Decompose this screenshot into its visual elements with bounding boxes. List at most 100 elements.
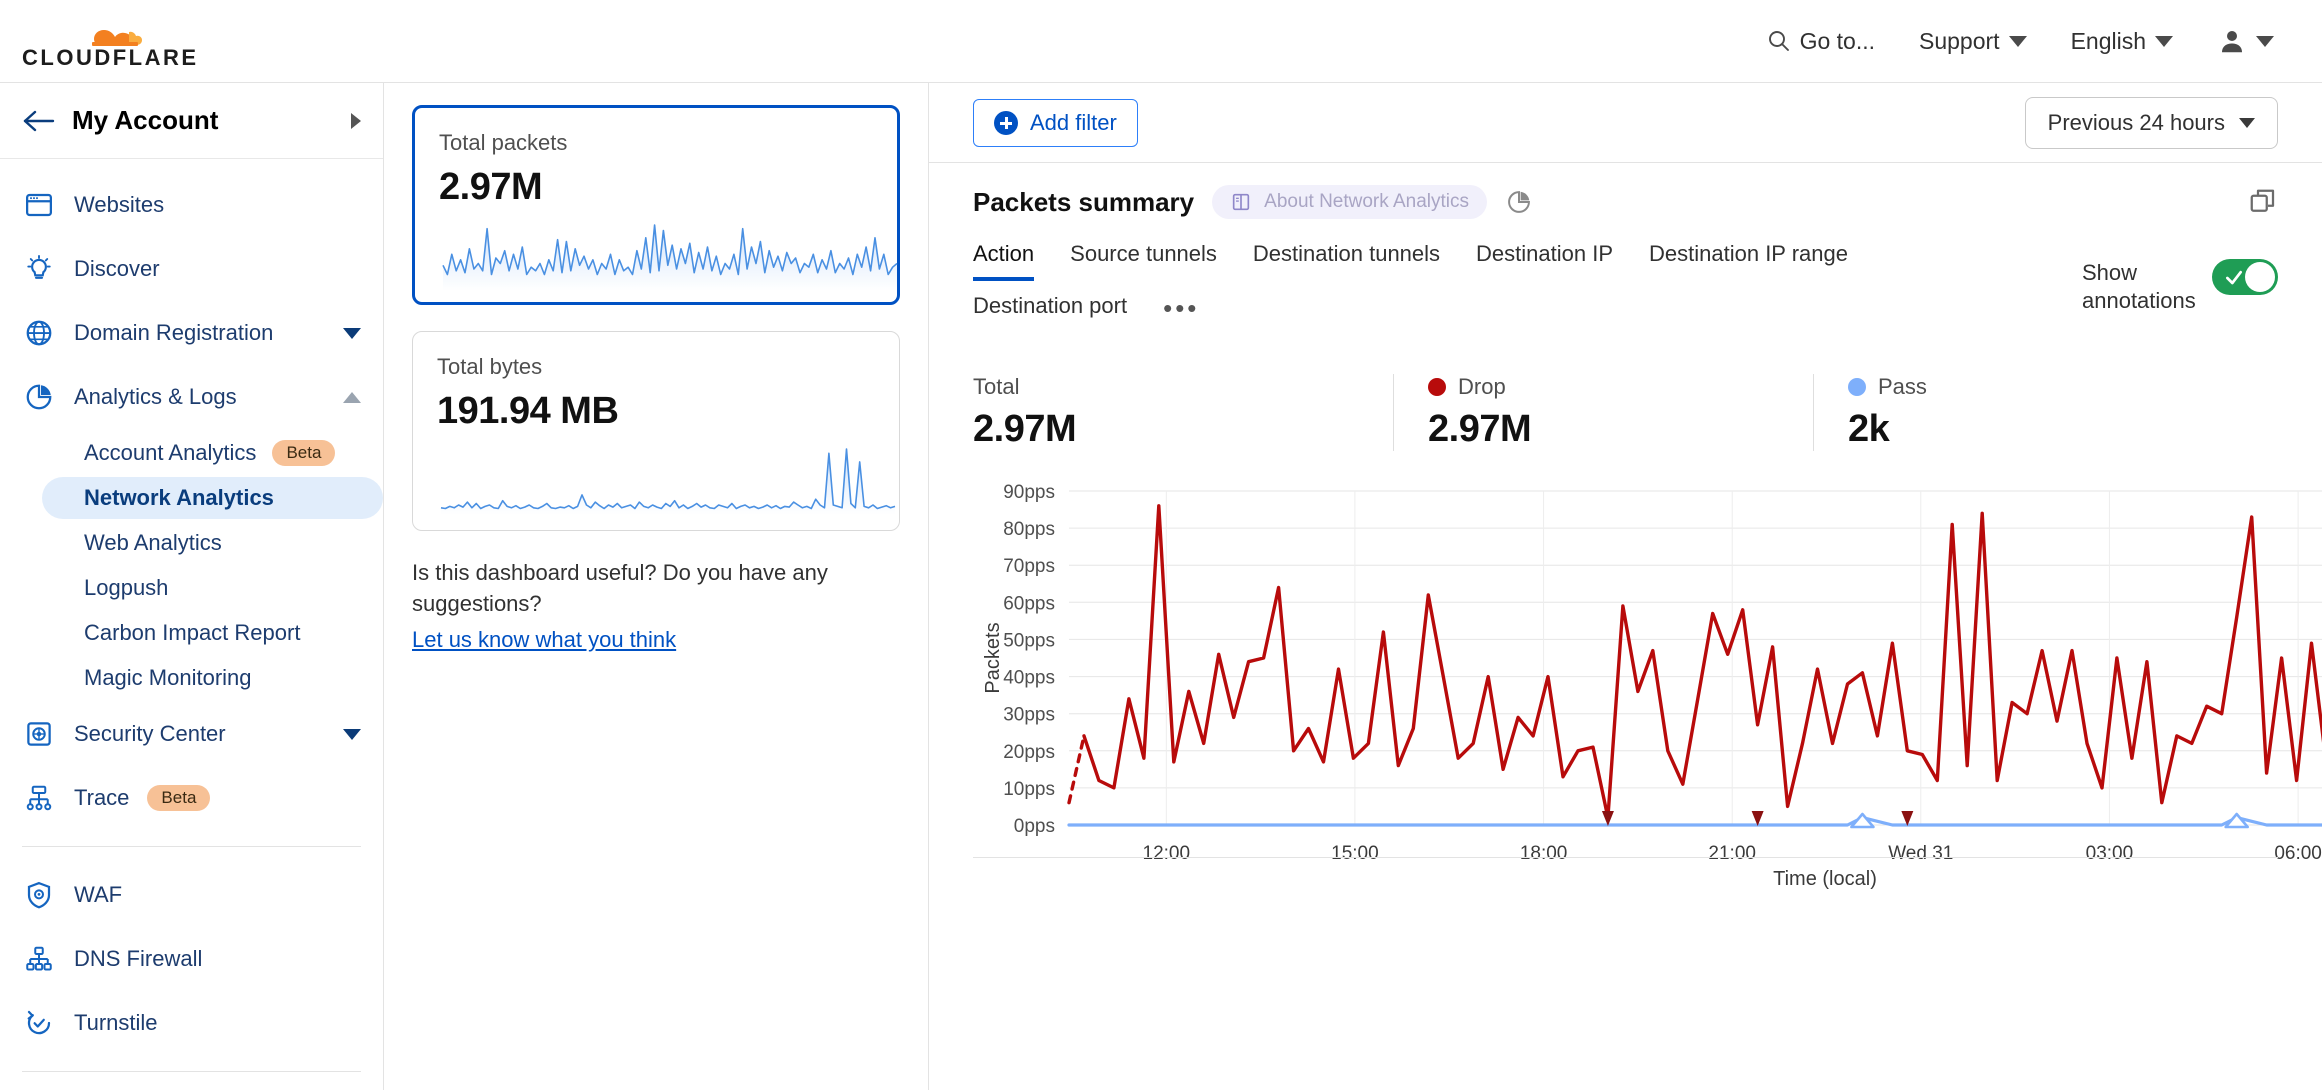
- chart-bottom-divider: [973, 857, 2278, 858]
- sidebar-item-waf[interactable]: WAF: [0, 863, 383, 927]
- annotation-drop-marker[interactable]: [1751, 811, 1764, 826]
- beta-badge: Beta: [272, 440, 336, 466]
- chevron-down-icon: [2155, 35, 2173, 47]
- plus-circle-icon: [994, 110, 1018, 135]
- annotation-drop-marker[interactable]: [1901, 811, 1914, 826]
- annotation-pass-marker[interactable]: [2224, 812, 2249, 829]
- sidebar-item-analytics-and-logs[interactable]: Analytics & Logs: [0, 365, 383, 429]
- main-content: Add filter Previous 24 hours Packets sum…: [929, 83, 2322, 1090]
- search-icon: [1768, 31, 1789, 51]
- sidebar-item-domain-registration[interactable]: Domain Registration: [0, 301, 383, 365]
- tab-destination-tunnels[interactable]: Destination tunnels: [1253, 241, 1440, 281]
- add-filter-button[interactable]: Add filter: [973, 98, 1138, 147]
- packets-chart-svg[interactable]: 0pps 10pps 20pps 30pps 40pps 50pps 60pps 70pps 8…: [973, 477, 2322, 897]
- global-search-trigger[interactable]: Go to...: [1745, 28, 1897, 55]
- book-icon: [1232, 193, 1250, 211]
- account-switcher[interactable]: My Account: [0, 83, 383, 159]
- sidebar-item-label: Websites: [74, 192, 165, 217]
- x-axis-tick-label: 03:00: [2086, 843, 2134, 864]
- metric-name: Drop: [1458, 374, 1506, 399]
- time-range-selector[interactable]: Previous 24 hours: [2024, 96, 2278, 149]
- sidebar-divider: [22, 846, 361, 847]
- sidebar-item-carbon-impact-report[interactable]: Carbon Impact Report: [0, 612, 383, 654]
- metric-header: Drop: [1428, 374, 1813, 400]
- sidebar-subitem-label: Web Analytics: [84, 530, 222, 555]
- chevron-down-icon: [343, 327, 361, 339]
- series-drop-leading-dashed: [1067, 734, 1086, 805]
- sidebar-item-turnstile[interactable]: Turnstile: [0, 991, 383, 1055]
- top-header-actions: Go to... Support English: [1745, 0, 2296, 82]
- stat-card-total-packets[interactable]: Total packets 2.97M: [412, 105, 900, 305]
- dns-nodes-icon: [22, 942, 56, 976]
- user-menu[interactable]: [2195, 26, 2296, 56]
- x-axis-tick-label: 12:00: [1143, 843, 1191, 864]
- metric-value: 2.97M: [973, 408, 1077, 450]
- security-shield-icon: [22, 717, 56, 751]
- tab-label: Action: [973, 241, 1035, 266]
- sidebar-item-web-analytics[interactable]: Web Analytics: [0, 522, 383, 564]
- tab-source-tunnels[interactable]: Source tunnels: [1070, 241, 1217, 281]
- sidebar-item-discover[interactable]: Discover: [0, 237, 383, 301]
- summary-cards-column: Total packets 2.97M Total bytes 191.94 M…: [384, 83, 929, 1090]
- about-network-analytics-chip[interactable]: About Network Analytics: [1212, 185, 1488, 219]
- cloudflare-logo[interactable]: CLOUDFLARE: [16, 12, 196, 70]
- x-axis-tick-label: 21:00: [1708, 843, 1756, 864]
- more-tabs-button[interactable]: •••: [1163, 293, 1200, 323]
- annotation-drop-marker[interactable]: [1601, 811, 1614, 826]
- stat-card-value: 191.94 MB: [437, 390, 619, 432]
- account-name: My Account: [72, 105, 219, 135]
- sidebar-item-label: Trace: [74, 785, 130, 810]
- total-packets-sparkline: [442, 224, 898, 291]
- metric-pass: Pass 2k: [1813, 374, 2233, 451]
- sidebar-nav: Websites Discover: [0, 159, 383, 1090]
- sidebar-item-magic-monitoring[interactable]: Magic Monitoring: [0, 657, 383, 699]
- language-label: English: [2070, 27, 2146, 54]
- sidebar-item-account-analytics[interactable]: Account Analytics Beta: [0, 432, 383, 474]
- tab-destination-ip-range[interactable]: Destination IP range: [1649, 241, 1848, 281]
- waf-shield-icon: [22, 878, 56, 912]
- show-annotations-control: Show annotations: [2082, 259, 2278, 315]
- beta-badge: Beta: [147, 785, 211, 811]
- tab-destination-port[interactable]: Destination port: [973, 293, 1127, 333]
- sidebar-item-dns-firewall[interactable]: DNS Firewall: [0, 927, 383, 991]
- sidebar-item-security-center[interactable]: Security Center: [0, 702, 383, 766]
- sidebar-item-network-analytics[interactable]: Network Analytics: [42, 477, 383, 519]
- chevron-down-icon: [343, 728, 361, 740]
- svg-text:CLOUDFLARE: CLOUDFLARE: [22, 45, 196, 70]
- annotation-pass-marker[interactable]: [1850, 812, 1875, 829]
- feedback-link[interactable]: Let us know what you think: [412, 627, 677, 653]
- support-menu[interactable]: Support: [1897, 28, 2049, 55]
- chevron-up-icon: [343, 391, 361, 403]
- tab-label: Destination IP: [1476, 241, 1614, 266]
- globe-icon: [22, 316, 56, 350]
- stat-card-total-bytes[interactable]: Total bytes 191.94 MB: [412, 331, 900, 531]
- show-annotations-toggle[interactable]: [2212, 259, 2278, 295]
- expand-panel-icon[interactable]: [2248, 187, 2278, 217]
- turnstile-icon: [22, 1006, 56, 1040]
- sidebar-item-trace[interactable]: Trace Beta: [0, 766, 383, 830]
- metrics-summary-row: Total 2.97M Drop 2.97M Pass 2: [929, 374, 2322, 451]
- top-header-bar: CLOUDFLARE Go to... Support English: [0, 0, 2322, 83]
- y-axis-tick-label: 80pps: [1003, 519, 1055, 540]
- sidebar-subitem-label: Logpush: [84, 575, 169, 600]
- sidebar-item-websites[interactable]: Websites: [0, 173, 383, 237]
- sidebar-item-logpush[interactable]: Logpush: [0, 567, 383, 609]
- y-axis-tick-label: 10pps: [1003, 779, 1055, 800]
- feedback-prompt: Is this dashboard useful? Do you have an…: [412, 560, 828, 617]
- y-axis-tick-label: 40pps: [1003, 668, 1055, 689]
- language-menu[interactable]: English: [2049, 28, 2195, 55]
- total-bytes-sparkline: [440, 448, 896, 515]
- tab-label: Source tunnels: [1070, 241, 1217, 266]
- pie-chart-icon[interactable]: [1505, 188, 1533, 216]
- drop-color-dot: [1428, 378, 1446, 396]
- x-axis-tick-label: 18:00: [1520, 843, 1568, 864]
- tab-action[interactable]: Action: [973, 241, 1035, 281]
- metric-name: Pass: [1878, 374, 1927, 399]
- chevron-right-icon: [351, 112, 361, 129]
- sidebar-subitem-label: Magic Monitoring: [84, 665, 252, 690]
- packets-timeseries-chart: 0pps 10pps 20pps 30pps 40pps 50pps 60pps 70pps 8…: [929, 477, 2322, 902]
- sidebar-subitem-label: Account Analytics: [84, 440, 257, 465]
- dimension-tabs: Action Source tunnels Destination tunnel…: [973, 241, 2203, 334]
- metric-header: Total: [973, 374, 1393, 400]
- tab-destination-ip[interactable]: Destination IP: [1476, 241, 1613, 281]
